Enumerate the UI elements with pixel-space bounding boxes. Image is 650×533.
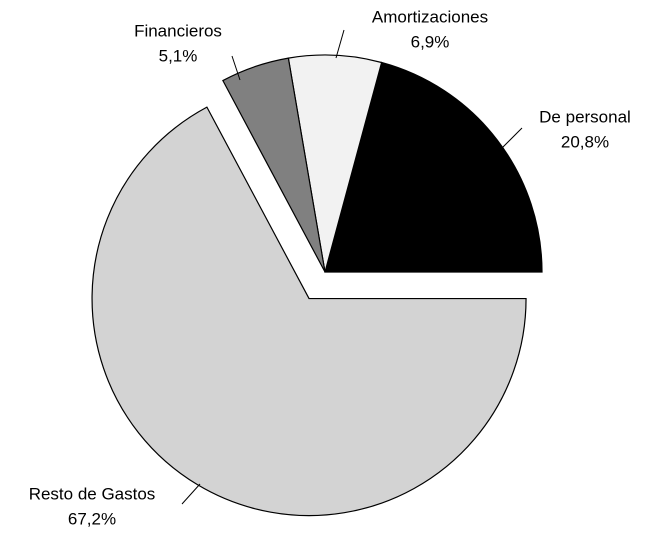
leader-line <box>499 127 523 151</box>
slice-value: 5,1% <box>159 46 198 65</box>
pie-slice <box>324 61 543 273</box>
slice-value: 6,9% <box>411 32 450 51</box>
slice-value: 67,2% <box>68 509 116 528</box>
slice-name: Financieros <box>134 21 222 40</box>
slice-name: De personal <box>539 107 631 126</box>
slice-name: Resto de Gastos <box>29 484 156 503</box>
pie-slice <box>222 57 326 273</box>
slices <box>91 54 543 517</box>
leader-line <box>181 483 201 505</box>
pie-slice <box>91 106 527 517</box>
leader-line <box>231 55 241 81</box>
labels: De personal 20,8% Amortizaciones 6,9% Financ… <box>29 7 631 528</box>
leader-line <box>335 29 345 59</box>
slice-value: 20,8% <box>561 132 609 151</box>
slice-name: Amortizaciones <box>372 7 488 26</box>
